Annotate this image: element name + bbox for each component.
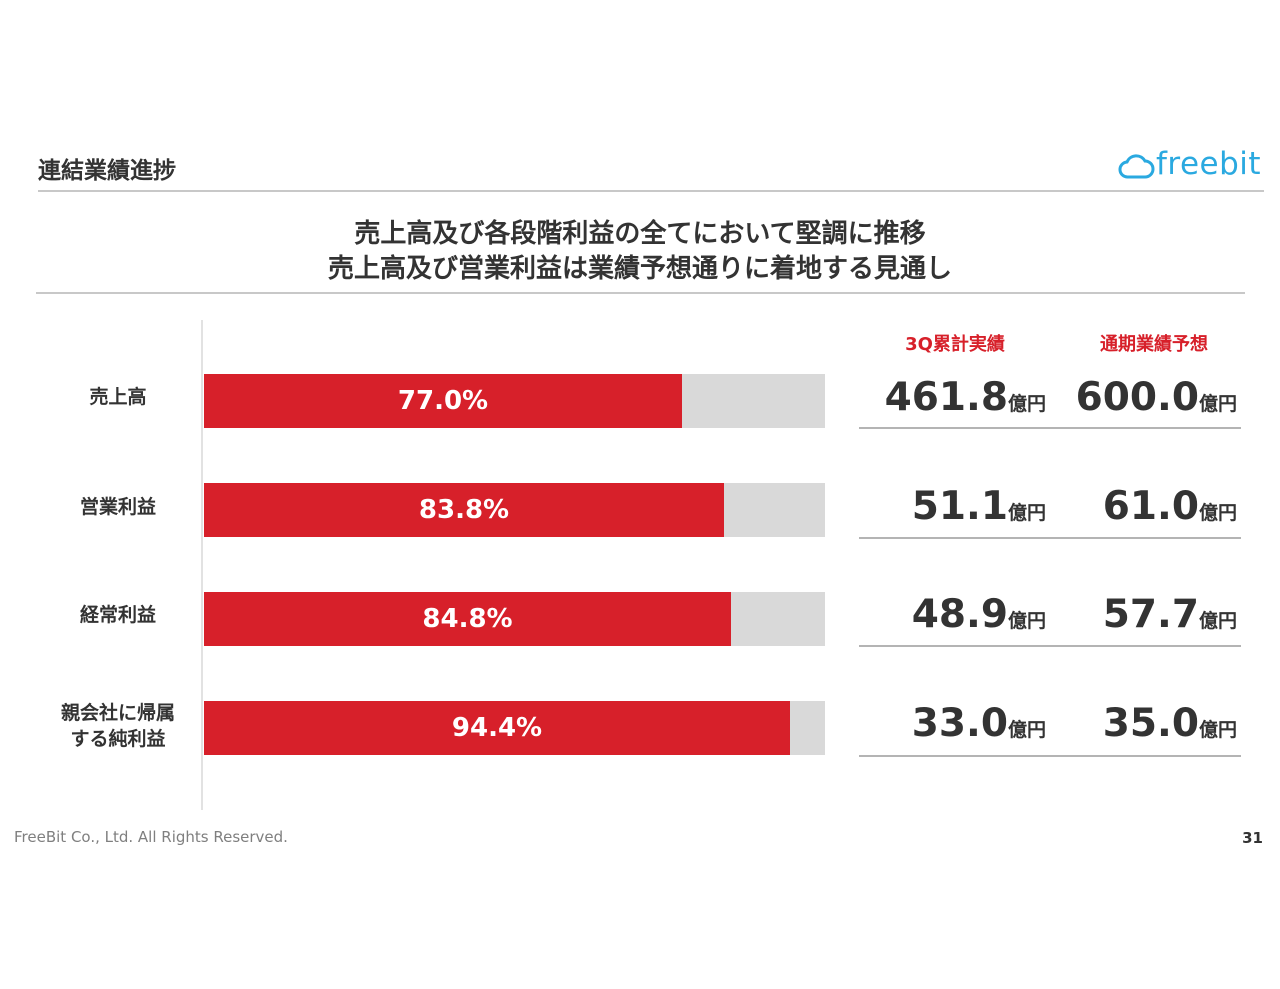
row-label-net-income-line2: する純利益 <box>70 728 166 750</box>
page-title: 連結業績進捗 <box>38 158 176 184</box>
row-divider <box>859 427 1241 429</box>
chart-axis <box>201 320 203 810</box>
forecast-value-net-income: 35.0億円 <box>1102 701 1237 746</box>
forecast-value-operating-profit: 61.0億円 <box>1102 484 1237 529</box>
bar-track: 94.4% <box>204 701 825 755</box>
row-label-ordinary-profit: 経常利益 <box>79 604 156 626</box>
row-label-sales: 売上高 <box>89 386 147 408</box>
forecast-value-sales: 600.0億円 <box>1075 375 1237 420</box>
headline-divider <box>36 292 1245 294</box>
bar-track: 83.8% <box>204 483 825 537</box>
bar-operating-profit <box>204 483 724 537</box>
bar-label-net-income: 94.4% <box>451 713 543 743</box>
row-label-net-income: 親会社に帰属 する純利益 <box>48 700 188 752</box>
logo-text: freebit <box>1156 146 1262 182</box>
actual-value-ordinary-profit: 48.9億円 <box>911 592 1046 637</box>
bar-track: 84.8% <box>204 592 825 646</box>
header-divider <box>38 190 1264 192</box>
bar-label-ordinary-profit: 84.8% <box>422 604 513 634</box>
bar-ordinary-profit <box>204 592 731 646</box>
row-divider <box>859 537 1241 539</box>
bar-label-sales: 77.0% <box>397 386 489 416</box>
row-divider <box>859 755 1241 757</box>
cloud-icon <box>1118 154 1155 179</box>
bar-sales <box>204 374 682 428</box>
column-header-forecast: 通期業績予想 <box>1100 334 1208 355</box>
headline-line-2: 売上高及び営業利益は業績予想通りに着地する見通し <box>327 254 952 284</box>
page-number: 31 <box>1242 829 1263 847</box>
headline-line-1: 売上高及び各段階利益の全てにおいて堅調に推移 <box>354 219 926 249</box>
forecast-value-ordinary-profit: 57.7億円 <box>1102 592 1237 637</box>
row-label-operating-profit: 営業利益 <box>79 496 156 518</box>
footer-copyright: FreeBit Co., Ltd. All Rights Reserved. <box>14 828 288 846</box>
bar-track: 77.0% <box>204 374 825 428</box>
bar-net-income <box>204 701 790 755</box>
column-header-actual: 3Q累計実績 <box>905 334 1005 355</box>
row-label-net-income-line1: 親会社に帰属 <box>60 702 175 724</box>
actual-value-operating-profit: 51.1億円 <box>911 484 1046 529</box>
bar-label-operating-profit: 83.8% <box>418 495 510 525</box>
actual-value-net-income: 33.0億円 <box>911 701 1046 746</box>
freebit-logo: freebit <box>1118 146 1263 184</box>
actual-value-sales: 461.8億円 <box>884 375 1046 420</box>
row-divider <box>859 645 1241 647</box>
